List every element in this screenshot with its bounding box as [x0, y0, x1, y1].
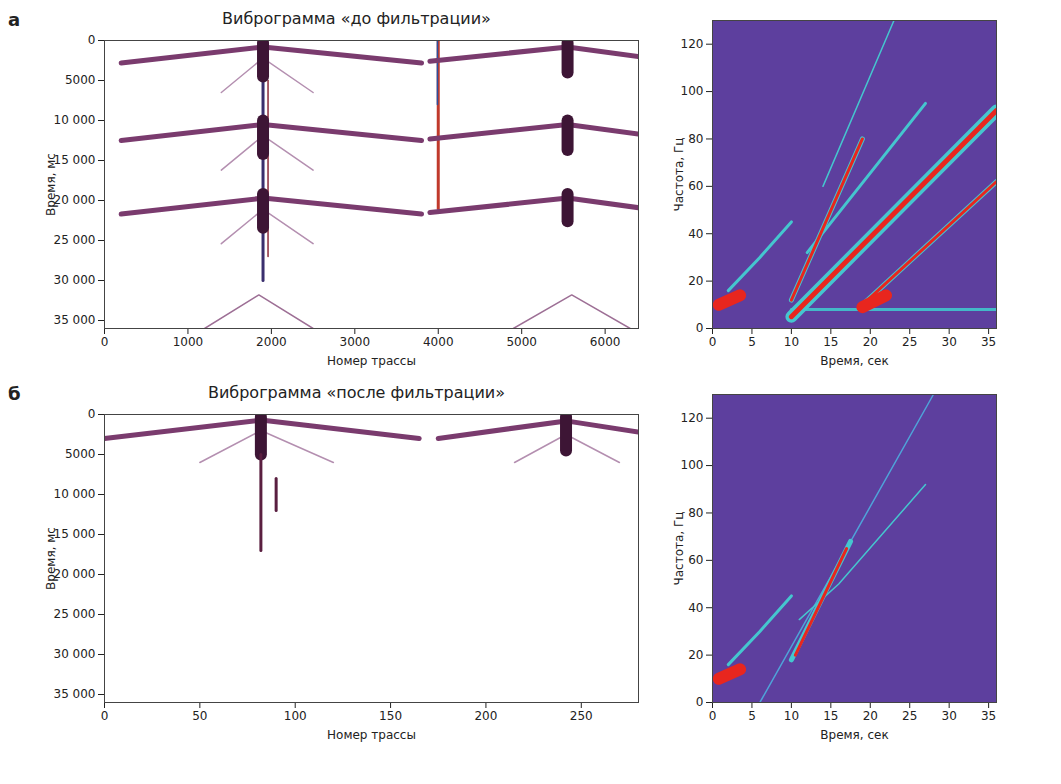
svg-text:15 000: 15 000 — [54, 153, 96, 167]
svg-text:25 000: 25 000 — [54, 233, 96, 247]
svg-text:0: 0 — [696, 695, 704, 709]
svg-text:Время, мс: Время, мс — [44, 527, 58, 590]
svg-text:30: 30 — [942, 335, 957, 349]
svg-text:25: 25 — [902, 335, 917, 349]
svg-text:25: 25 — [902, 709, 917, 723]
svg-text:15: 15 — [823, 335, 838, 349]
svg-text:35: 35 — [981, 335, 996, 349]
svg-text:35 000: 35 000 — [54, 687, 96, 701]
svg-text:30: 30 — [942, 709, 957, 723]
svg-text:15: 15 — [823, 709, 838, 723]
svg-text:80: 80 — [688, 506, 703, 520]
svg-text:5000: 5000 — [65, 73, 96, 87]
svg-text:50: 50 — [192, 709, 207, 723]
svg-text:120: 120 — [681, 37, 704, 51]
svg-text:5: 5 — [748, 709, 756, 723]
svg-text:Номер трассы: Номер трассы — [327, 354, 416, 368]
svg-text:20 000: 20 000 — [54, 193, 96, 207]
svg-text:Время, сек: Время, сек — [820, 728, 888, 742]
svg-text:60: 60 — [688, 553, 703, 567]
svg-text:10: 10 — [784, 709, 799, 723]
svg-text:1000: 1000 — [173, 335, 204, 349]
svg-text:20: 20 — [863, 335, 878, 349]
svg-text:150: 150 — [379, 709, 402, 723]
svg-text:5: 5 — [748, 335, 756, 349]
svg-text:25 000: 25 000 — [54, 607, 96, 621]
svg-text:0: 0 — [709, 709, 717, 723]
svg-text:250: 250 — [570, 709, 593, 723]
svg-text:Время, мс: Время, мс — [44, 153, 58, 216]
svg-text:0: 0 — [88, 33, 96, 47]
html-text:Виброграмма «после фильтрации»: Виброграмма «после фильтрации» — [208, 383, 505, 402]
html-text:б: б — [8, 383, 21, 404]
svg-text:0: 0 — [101, 709, 109, 723]
svg-text:100: 100 — [681, 84, 704, 98]
svg-text:0: 0 — [88, 407, 96, 421]
svg-text:120: 120 — [681, 411, 704, 425]
svg-text:Частота, Гц: Частота, Гц — [672, 138, 686, 212]
svg-text:4000: 4000 — [423, 335, 454, 349]
svg-text:2000: 2000 — [256, 335, 287, 349]
svg-text:Частота, Гц: Частота, Гц — [672, 512, 686, 586]
svg-text:20: 20 — [688, 648, 703, 662]
svg-text:0: 0 — [709, 335, 717, 349]
svg-text:60: 60 — [688, 179, 703, 193]
svg-text:0: 0 — [696, 321, 704, 335]
svg-text:100: 100 — [284, 709, 307, 723]
svg-text:20 000: 20 000 — [54, 567, 96, 581]
svg-text:35 000: 35 000 — [54, 313, 96, 327]
svg-text:5000: 5000 — [506, 335, 537, 349]
svg-text:200: 200 — [474, 709, 497, 723]
svg-text:20: 20 — [863, 709, 878, 723]
svg-text:20: 20 — [688, 274, 703, 288]
svg-text:40: 40 — [688, 601, 703, 615]
svg-text:30 000: 30 000 — [54, 273, 96, 287]
svg-text:3000: 3000 — [340, 335, 371, 349]
svg-text:Время, сек: Время, сек — [820, 354, 888, 368]
svg-text:100: 100 — [681, 458, 704, 472]
svg-text:15 000: 15 000 — [54, 527, 96, 541]
svg-text:10 000: 10 000 — [54, 487, 96, 501]
svg-text:80: 80 — [688, 132, 703, 146]
svg-text:10 000: 10 000 — [54, 113, 96, 127]
svg-text:6000: 6000 — [590, 335, 621, 349]
svg-text:5000: 5000 — [65, 447, 96, 461]
svg-text:30 000: 30 000 — [54, 647, 96, 661]
svg-text:35: 35 — [981, 709, 996, 723]
svg-text:40: 40 — [688, 227, 703, 241]
html-text:а: а — [8, 9, 21, 30]
svg-text:0: 0 — [101, 335, 109, 349]
svg-text:10: 10 — [784, 335, 799, 349]
svg-text:Номер трассы: Номер трассы — [327, 728, 416, 742]
html-text:Виброграмма «до фильтрации»: Виброграмма «до фильтрации» — [222, 9, 491, 28]
